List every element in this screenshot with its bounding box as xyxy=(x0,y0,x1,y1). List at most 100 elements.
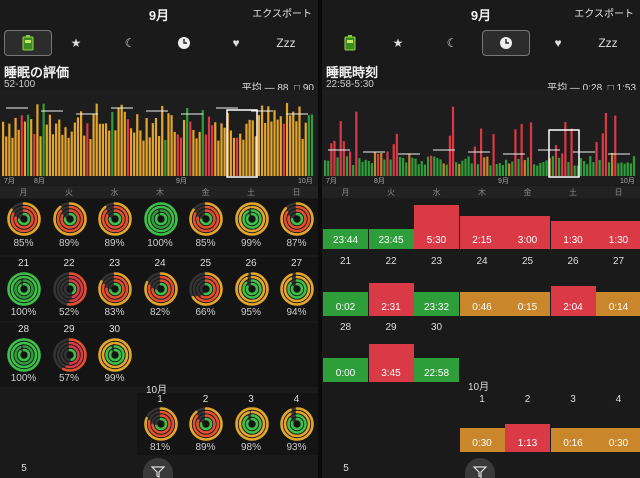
day-cell[interactable]: 2:15 xyxy=(459,199,505,249)
section-title: 睡眠時刻 xyxy=(326,65,379,80)
score-bar xyxy=(179,137,183,176)
day-cell[interactable]: 22 2:31 xyxy=(368,254,414,316)
day-cell[interactable]: 25 0:15 xyxy=(505,254,550,316)
day-cell[interactable]: 1:30 xyxy=(596,199,640,249)
score-ring xyxy=(280,407,314,441)
bedtime-history-chart[interactable]: 7月 8月 9月 10月 xyxy=(322,90,640,185)
day-cell[interactable]: 99% xyxy=(229,199,274,255)
day-cell[interactable]: 21 0:02 xyxy=(323,254,368,316)
tab-clock[interactable] xyxy=(160,30,208,56)
score-bar xyxy=(126,119,129,176)
bedtime-mark xyxy=(564,122,567,176)
day-cell[interactable]: 3:00 xyxy=(505,199,550,249)
tab-heart[interactable]: ♥ xyxy=(212,30,260,56)
score-bar xyxy=(111,111,114,176)
day-cell[interactable]: 4 0:30 xyxy=(596,392,640,452)
score-bar xyxy=(55,123,58,176)
score-percent: 83% xyxy=(104,307,125,318)
day-cell[interactable]: 30 99% xyxy=(92,323,137,387)
tab-battery[interactable] xyxy=(326,30,374,56)
score-history-chart[interactable]: 7月 8月 9月 10月 xyxy=(0,90,318,185)
day-cell[interactable]: 26 95% xyxy=(229,257,274,321)
day-cell[interactable]: 23 23:32 xyxy=(414,254,459,316)
day-cell[interactable]: 22 52% xyxy=(47,257,92,321)
day-cell[interactable]: 100% xyxy=(138,199,183,255)
bedtime-mark xyxy=(486,156,489,176)
day-cell[interactable]: 1 81% xyxy=(138,393,183,455)
day-cell[interactable]: 23:44 xyxy=(323,199,368,249)
weekday-label: 土 xyxy=(247,188,255,197)
day-cell[interactable]: 89% xyxy=(92,199,137,255)
day-cell[interactable]: 4 93% xyxy=(274,393,318,455)
score-bar xyxy=(42,103,45,176)
day-cell[interactable]: 23:45 xyxy=(368,199,414,249)
export-button[interactable]: エクスポート xyxy=(574,9,634,20)
day-cell[interactable]: 85% xyxy=(183,199,228,255)
export-button[interactable]: エクスポート xyxy=(252,9,312,20)
score-ring xyxy=(7,272,41,306)
bedtime-mark xyxy=(377,153,380,176)
bedtime-mark xyxy=(402,157,405,176)
day-cell[interactable]: 26 2:04 xyxy=(550,254,596,316)
day-cell[interactable]: 2 1:13 xyxy=(505,392,550,452)
day-cell[interactable]: 24 82% xyxy=(138,257,183,321)
bedtime-mark xyxy=(626,162,629,176)
tab-zzz[interactable]: Zzz xyxy=(584,30,632,56)
day-cell[interactable]: 25 66% xyxy=(183,257,228,321)
bedtime-mark xyxy=(489,165,492,176)
day-cell[interactable]: 85% xyxy=(1,199,46,255)
weekday-label: 月 xyxy=(341,188,350,197)
score-ring xyxy=(98,202,132,236)
tab-star[interactable]: ★ xyxy=(52,30,100,56)
bedtime-mark xyxy=(386,151,389,176)
filter-button[interactable] xyxy=(465,458,495,478)
chart-month-label: 10月 xyxy=(298,177,313,185)
tab-star[interactable]: ★ xyxy=(374,30,422,56)
day-cell[interactable]: 28 100% xyxy=(1,323,46,387)
day-cell[interactable]: 87% xyxy=(274,199,318,255)
month-title: 9月 xyxy=(470,8,492,23)
day-cell[interactable]: 29 3:45 xyxy=(368,320,414,382)
day-cell[interactable]: 23 83% xyxy=(92,257,137,321)
day-cell[interactable]: 27 0:14 xyxy=(596,254,640,316)
weekday-label: 水 xyxy=(432,188,441,197)
day-cell[interactable]: 1:30 xyxy=(550,199,596,249)
bedtime-mark xyxy=(523,160,526,176)
tab-moon[interactable]: ☾ xyxy=(428,30,476,56)
bedtime-mark xyxy=(504,159,508,176)
tab-battery[interactable] xyxy=(4,30,52,56)
tab-clock[interactable] xyxy=(482,30,530,56)
day-cell[interactable]: 5:30 xyxy=(414,199,459,249)
score-bar xyxy=(176,134,179,176)
day-cell[interactable]: 21 100% xyxy=(1,257,46,321)
day-cell[interactable]: 30 22:58 xyxy=(414,320,459,382)
score-percent: 85% xyxy=(13,238,34,249)
bedtime-mark xyxy=(464,158,467,176)
day-cell[interactable]: 29 57% xyxy=(47,323,92,387)
day-cell[interactable]: 28 0:00 xyxy=(323,320,368,382)
score-ring xyxy=(280,272,314,306)
day-cell[interactable]: 3 98% xyxy=(229,393,274,455)
tab-heart[interactable]: ♥ xyxy=(534,30,582,56)
day-cell[interactable]: 27 94% xyxy=(274,257,318,321)
score-bar xyxy=(8,123,11,176)
day-cell[interactable]: 3 0:16 xyxy=(550,392,596,452)
day-cell[interactable]: 24 0:46 xyxy=(459,254,505,316)
day-number: 27 xyxy=(290,258,303,269)
day-cell[interactable]: 2 89% xyxy=(183,393,228,455)
score-percent: 100% xyxy=(10,307,37,318)
filter-button[interactable] xyxy=(143,458,173,478)
day-number: 5 xyxy=(343,463,349,474)
day-cell[interactable]: 89% xyxy=(47,199,92,255)
tab-zzz[interactable]: Zzz xyxy=(262,30,310,56)
day-cell[interactable]: 1 0:30 xyxy=(459,392,505,452)
chart-month-label: 9月 xyxy=(176,177,187,185)
bedtime-bar: 1:30 xyxy=(596,221,640,249)
tab-moon[interactable]: ☾ xyxy=(106,30,154,56)
score-bar xyxy=(198,131,201,176)
bedtime-mark xyxy=(426,156,430,176)
average-legend: 平均 — 0:28 □ 1:53 xyxy=(547,79,636,94)
score-bar xyxy=(267,106,270,176)
score-bar xyxy=(270,121,273,176)
score-bar xyxy=(158,136,161,176)
